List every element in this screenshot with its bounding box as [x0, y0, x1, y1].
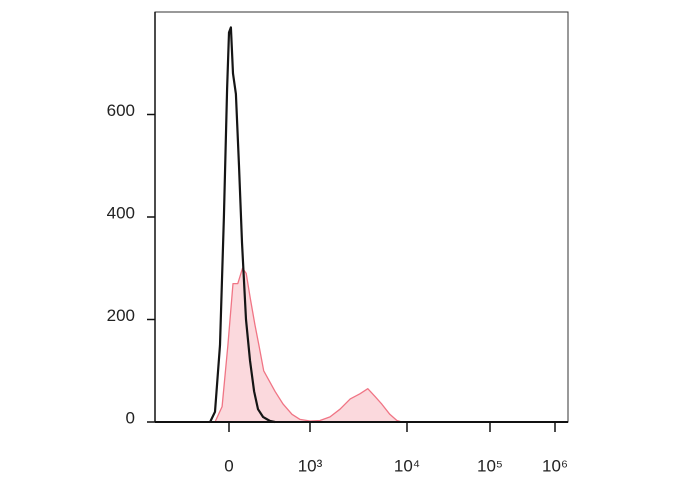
y-tick-label: 0: [126, 408, 135, 427]
x-tick-label: 0: [224, 456, 233, 475]
x-tick-label: 10⁴: [394, 456, 420, 475]
y-tick-label: 400: [107, 203, 135, 222]
y-tick-label: 600: [107, 101, 135, 120]
x-tick-label: 10³: [298, 456, 323, 475]
x-tick-label: 10⁵: [477, 456, 503, 475]
histogram-line: [209, 26, 276, 424]
x-tick-label: 10⁶: [542, 456, 568, 475]
histogram-line: [214, 267, 420, 423]
y-tick-label: 200: [107, 306, 135, 325]
histogram-area: [215, 268, 420, 422]
plot-frame: [154, 11, 569, 423]
